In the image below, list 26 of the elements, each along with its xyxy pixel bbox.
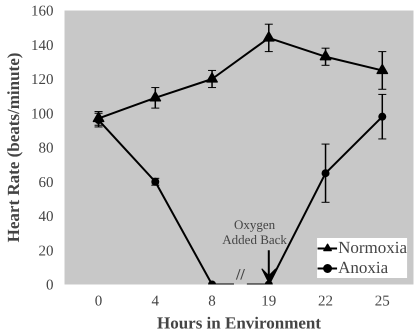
y-axis-title: Heart Rate (beats/minute) <box>4 52 23 242</box>
x-tick-label: 8 <box>208 294 216 310</box>
annotation: // <box>234 266 246 284</box>
y-tick-label: 120 <box>31 72 54 88</box>
point <box>376 64 388 74</box>
y-tick-label: 80 <box>38 140 54 156</box>
y-tick-label: 60 <box>38 174 54 191</box>
point <box>262 31 275 42</box>
x-tick-label: 19 <box>261 294 276 310</box>
point <box>206 72 218 83</box>
y-tick-label: 40 <box>38 209 54 225</box>
x-tick-label: 4 <box>152 294 160 310</box>
legend-label: Anoxia <box>338 258 388 278</box>
y-tick-label: 0 <box>46 278 54 294</box>
x-tick-label: 22 <box>318 294 334 310</box>
x-axis-title: Hours in Environment <box>156 314 322 332</box>
x-tick-label: 25 <box>374 294 390 310</box>
y-tick-label: 140 <box>31 38 54 54</box>
annotation: Oxygen Added Back <box>222 216 288 247</box>
legend-label: Normoxia <box>338 238 407 258</box>
point <box>149 90 162 102</box>
y-tick-label: 160 <box>31 4 54 20</box>
point <box>320 50 332 60</box>
y-tick-label: 100 <box>31 106 54 122</box>
x-tick-label: 0 <box>94 294 102 310</box>
y-tick-label: 20 <box>38 243 54 260</box>
